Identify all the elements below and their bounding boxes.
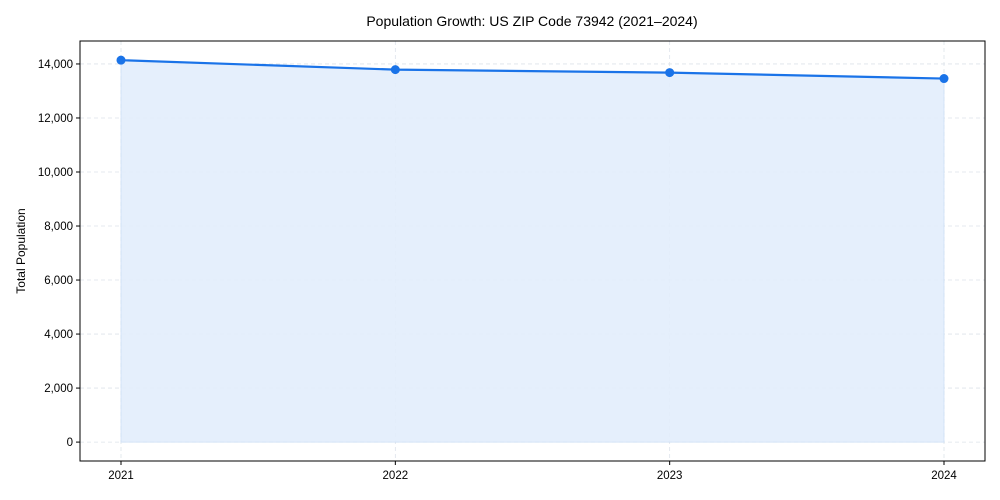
y-tick-label: 10,000	[38, 167, 73, 179]
x-tick-label: 2024	[931, 470, 957, 482]
x-tick-label: 2021	[108, 470, 134, 482]
y-tick-label: 6,000	[44, 275, 73, 287]
chart-title: Population Growth: US ZIP Code 73942 (20…	[366, 13, 697, 29]
y-tick-label: 2,000	[44, 383, 73, 395]
x-tick-label: 2022	[383, 470, 409, 482]
x-tick-label: 2023	[657, 470, 683, 482]
data-point	[939, 74, 949, 84]
y-tick-label: 14,000	[38, 59, 73, 71]
area-polygon	[120, 59, 945, 443]
x-axis: 2021 2022 2023 2024	[108, 461, 957, 482]
y-tick-label: 8,000	[44, 221, 73, 233]
data-point	[665, 68, 675, 78]
line-path	[120, 59, 945, 80]
y-tick-label: 0	[67, 437, 73, 449]
data-point	[116, 55, 126, 65]
data-point	[390, 65, 400, 75]
area-fill	[120, 59, 945, 443]
y-tick-label: 4,000	[44, 329, 73, 341]
plot-frame	[79, 40, 986, 462]
y-axis: 0 2,000 4,000 6,000 8,000 10,000 12,000 14,000	[38, 59, 80, 449]
y-tick-label: 12,000	[38, 113, 73, 125]
y-axis-label: Total Population	[14, 208, 28, 293]
series-line	[116, 55, 949, 84]
